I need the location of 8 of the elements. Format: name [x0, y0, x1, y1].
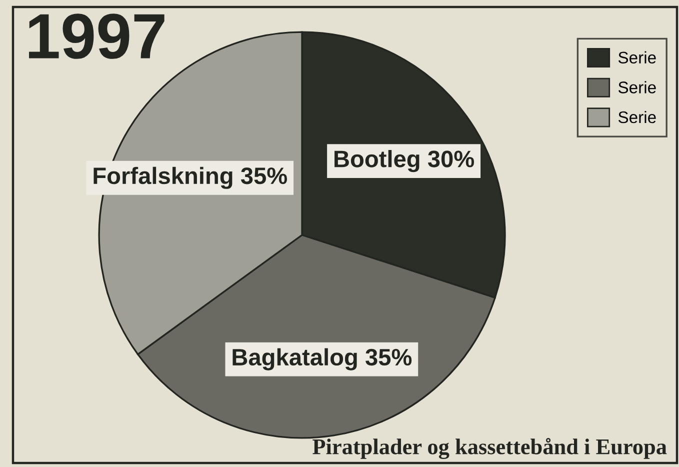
chart-title: 1997	[29, 14, 164, 59]
legend-label: Serie	[618, 81, 656, 94]
data-label: Bagkatalog 35%	[232, 348, 412, 370]
data-label: Bootleg 30%	[334, 150, 474, 172]
legend-label: Serie	[618, 51, 656, 64]
legend-label: Serie	[618, 110, 656, 124]
data-label: Forfalskning 35%	[94, 166, 288, 189]
text: Piratplader og kassettebånd i Europa	[312, 438, 667, 459]
